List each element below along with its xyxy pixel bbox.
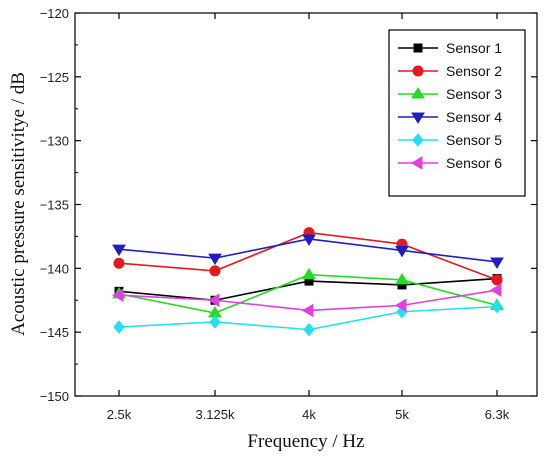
y-tick-label: −135 [40, 198, 69, 213]
legend-label: Sensor 1 [446, 40, 502, 56]
legend-item: Sensor 2 [398, 63, 502, 79]
data-point [490, 283, 502, 297]
legend-marker [413, 43, 423, 53]
x-tick-label: 6.3k [485, 407, 510, 422]
legend-item: Sensor 1 [398, 40, 502, 56]
data-point [490, 257, 504, 269]
legend-marker [411, 156, 423, 170]
data-point [112, 244, 126, 257]
y-tick-label: −120 [40, 6, 69, 21]
y-axis: −150 −145 −140 −135 −130 −125 −120 [40, 6, 537, 404]
data-point [395, 272, 409, 285]
data-point [395, 298, 407, 313]
legend-label: Sensor 6 [446, 155, 502, 171]
legend-marker [412, 133, 424, 147]
x-tick-label: 5k [395, 407, 409, 422]
data-point [395, 245, 409, 258]
data-point [112, 288, 124, 303]
data-point [209, 265, 221, 277]
legend-label: Sensor 2 [446, 63, 502, 79]
legend-label: Sensor 3 [446, 86, 502, 102]
data-point [491, 274, 503, 286]
y-tick-label: −130 [40, 134, 69, 149]
legend-item: Sensor 6 [398, 155, 502, 171]
legend-label: Sensor 5 [446, 132, 502, 148]
data-point [208, 253, 222, 266]
legend-item: Sensor 3 [398, 86, 502, 102]
series-5 [113, 299, 503, 337]
data-point [209, 315, 221, 329]
legend-label: Sensor 4 [446, 109, 502, 125]
series-4 [112, 234, 504, 269]
x-tick-label: 3.125k [195, 407, 235, 422]
data-point [113, 257, 125, 269]
legend: Sensor 1 Sensor 2 Sensor 3 Sensor 4 Sensor 5… [388, 29, 526, 197]
data-point [208, 293, 220, 308]
data-point [303, 322, 315, 337]
series-layer [112, 227, 504, 337]
x-axis: 2.5k 3.125k 4k 5k 6.3k [107, 13, 510, 422]
x-tick-label: 4k [302, 407, 316, 422]
data-point [491, 299, 503, 314]
series-6 [112, 283, 502, 318]
legend-marker [412, 65, 424, 77]
legend-marker [411, 87, 425, 99]
x-tick-label: 2.5k [107, 407, 132, 422]
y-tick-label: −150 [40, 389, 69, 404]
y-tick-label: −125 [40, 70, 69, 85]
data-point [113, 320, 125, 334]
data-point [302, 234, 316, 246]
y-tick-label: −145 [40, 325, 69, 340]
y-axis-title: Acoustic pressure sensitivitye / dB [8, 72, 29, 336]
data-point [302, 267, 316, 280]
data-point [302, 303, 314, 318]
legend-item: Sensor 5 [398, 132, 502, 148]
x-axis-title: Frequency / Hz [247, 431, 364, 452]
y-tick-label: −140 [40, 261, 69, 276]
legend-marker [411, 112, 425, 124]
legend-item: Sensor 4 [398, 109, 502, 125]
